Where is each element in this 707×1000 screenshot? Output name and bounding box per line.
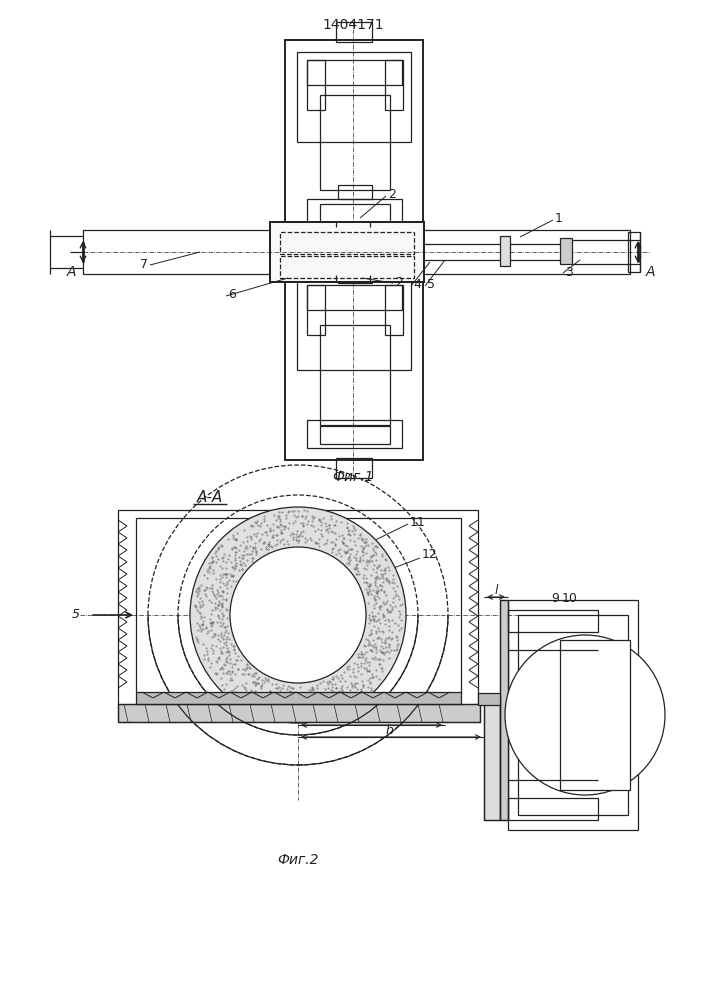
Bar [500,236,510,266]
Bar [338,275,372,283]
Text: 8: 8 [620,708,628,722]
Bar [280,232,414,254]
Text: b: b [368,712,376,724]
Text: 2: 2 [395,275,403,288]
Bar [560,640,630,790]
Text: 1: 1 [555,212,563,225]
Bar [385,285,403,335]
Text: Фиг.2: Фиг.2 [277,853,319,867]
Bar [385,60,403,110]
Bar [285,275,423,460]
Bar [297,52,411,142]
Bar [270,222,424,282]
Text: 4: 4 [413,278,421,292]
Bar [320,426,390,444]
Text: 11: 11 [410,516,426,528]
Bar [508,798,598,820]
Bar [83,230,286,274]
Bar [628,232,640,272]
Bar [478,693,500,705]
Circle shape [230,547,366,683]
Bar [500,600,508,820]
Text: 10: 10 [562,591,578,604]
Bar [336,22,372,42]
Bar [338,185,372,199]
Text: 5: 5 [72,608,80,621]
Text: A-A: A-A [197,489,223,504]
Bar [136,518,461,693]
Bar [560,238,572,264]
Bar [307,285,402,310]
Bar [280,256,414,278]
Circle shape [190,507,406,723]
Text: h: h [386,724,394,736]
Bar [118,704,480,722]
Bar [307,60,325,110]
Text: Фиг.1: Фиг.1 [332,470,374,484]
Text: 9: 9 [551,591,559,604]
Text: A: A [66,265,76,279]
Bar [484,700,500,820]
Bar [500,600,508,820]
Text: 12: 12 [422,548,438,562]
Bar [136,692,461,704]
Bar [320,325,390,425]
Text: 6: 6 [228,288,236,302]
Bar [285,40,423,225]
Bar [508,610,598,632]
Bar [297,280,411,370]
Text: 1404171: 1404171 [322,18,384,32]
Bar [336,458,372,478]
Text: 3: 3 [565,265,573,278]
Bar [508,600,638,830]
Bar [307,285,325,335]
Bar [420,230,630,274]
Bar [270,222,424,282]
Bar [518,615,628,815]
Bar [320,204,390,222]
Bar [307,199,402,227]
Bar [307,420,402,448]
Text: A: A [645,265,655,279]
Text: 2: 2 [388,188,396,202]
Bar [118,510,478,705]
Bar [320,95,390,190]
Bar [307,60,402,85]
Circle shape [505,635,665,795]
Bar [484,700,500,820]
Text: 7: 7 [140,258,148,271]
Bar [118,704,480,722]
Text: 5: 5 [427,278,435,292]
Text: l: l [494,584,498,596]
